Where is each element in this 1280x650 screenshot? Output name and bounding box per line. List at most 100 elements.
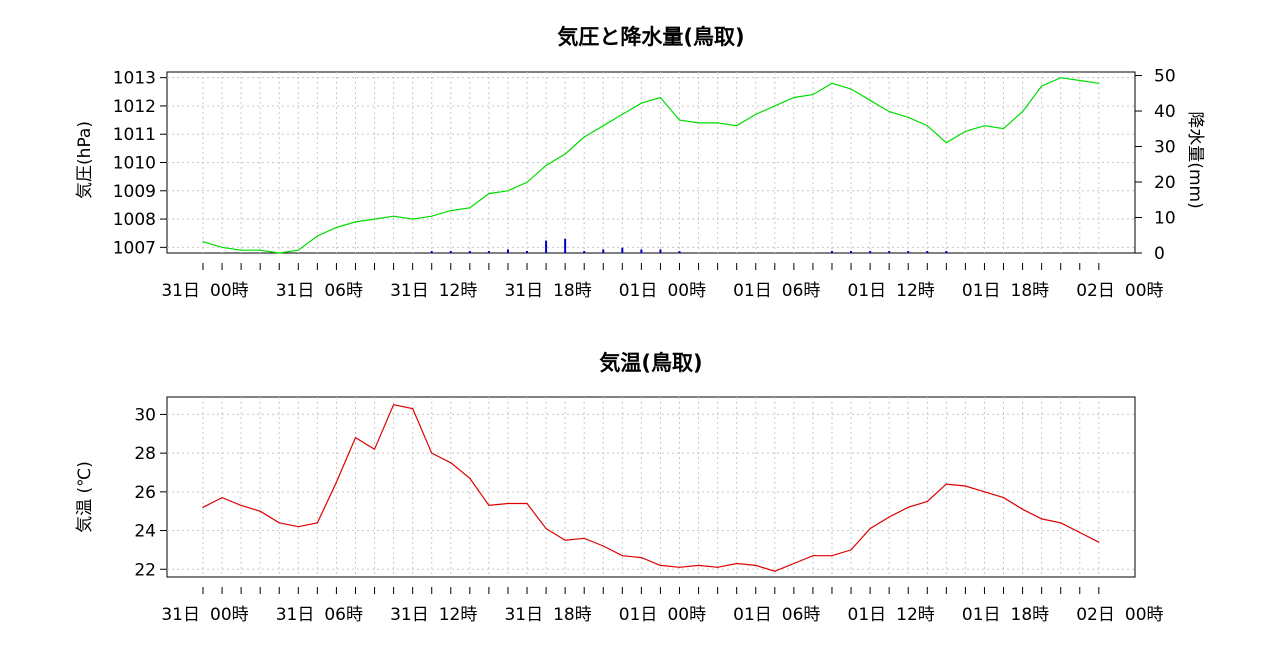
data-point bbox=[373, 218, 376, 220]
x-tick-label-day: 31日 bbox=[390, 605, 429, 625]
data-point bbox=[869, 99, 871, 101]
temperature-y-axis-label: 気温 (℃) bbox=[75, 461, 95, 533]
data-point bbox=[354, 221, 357, 223]
y-tick-label: 28 bbox=[134, 444, 156, 464]
data-point bbox=[1060, 77, 1062, 79]
data-point bbox=[1079, 531, 1081, 534]
y-tick-label: 24 bbox=[134, 522, 156, 542]
data-point bbox=[240, 504, 242, 506]
data-point bbox=[983, 491, 986, 493]
data-point bbox=[412, 408, 414, 410]
pressure-precip-plot: 1007 1008 1009 1010 1011 1012 1013 0 10 20 30 40 50 3… bbox=[113, 67, 1176, 301]
data-point bbox=[1021, 110, 1024, 113]
data-point bbox=[945, 142, 947, 144]
data-point bbox=[240, 249, 242, 251]
data-point bbox=[907, 506, 909, 508]
data-point bbox=[450, 462, 452, 464]
y-tick-label: 30 bbox=[134, 405, 156, 425]
x-tick-label-hour: 06時 bbox=[324, 281, 363, 301]
x-tick-label-day: 31日 bbox=[276, 605, 315, 625]
data-point bbox=[1060, 522, 1062, 524]
x-tick-label-hour: 00時 bbox=[667, 605, 706, 625]
x-tick-label-day: 01日 bbox=[619, 605, 658, 625]
data-point bbox=[755, 564, 757, 566]
data-point bbox=[1021, 508, 1024, 510]
data-point bbox=[202, 506, 204, 508]
x-tick-label-hour: 00時 bbox=[1125, 605, 1164, 625]
x-tick-label-hour: 12時 bbox=[896, 281, 935, 301]
data-point bbox=[278, 522, 280, 524]
y2-tick-label: 10 bbox=[1154, 209, 1176, 229]
data-point bbox=[469, 207, 471, 209]
data-point bbox=[221, 497, 223, 499]
data-point bbox=[983, 125, 986, 127]
x-tick-label-hour: 00時 bbox=[210, 281, 249, 301]
data-point bbox=[507, 502, 509, 505]
data-point bbox=[507, 190, 509, 192]
data-point bbox=[736, 562, 738, 565]
data-point bbox=[640, 102, 642, 104]
data-point bbox=[1079, 79, 1081, 82]
y-tick-label: 22 bbox=[134, 560, 156, 580]
data-point bbox=[621, 113, 623, 116]
data-point bbox=[793, 562, 795, 565]
data-point bbox=[393, 404, 395, 406]
data-point bbox=[564, 539, 566, 541]
x-tick-label-hour: 00時 bbox=[1125, 281, 1164, 301]
data-point bbox=[221, 246, 223, 248]
x-tick-label-hour: 00時 bbox=[210, 605, 249, 625]
x-tick-label-day: 01日 bbox=[619, 281, 658, 301]
data-point bbox=[717, 566, 719, 568]
data-point bbox=[488, 504, 490, 506]
temperature-chart-title: 気温(鳥取) bbox=[599, 351, 702, 375]
x-tick-label-day: 01日 bbox=[733, 281, 772, 301]
data-point bbox=[926, 500, 928, 503]
data-point bbox=[354, 437, 357, 439]
data-point bbox=[469, 477, 471, 479]
data-point bbox=[545, 528, 547, 530]
x-tick-label-day: 31日 bbox=[276, 281, 315, 301]
temperature-plot: 22 24 26 28 30 31日 00時 31日 06時 31日 12時 31日 18時 01日 00時… bbox=[134, 396, 1164, 625]
data-point bbox=[640, 557, 642, 559]
y2-tick-label: 0 bbox=[1154, 244, 1165, 264]
y-tick-label: 1012 bbox=[113, 97, 156, 117]
data-point bbox=[373, 448, 376, 450]
x-tick-label-hour: 12時 bbox=[439, 605, 478, 625]
data-point bbox=[1041, 85, 1043, 87]
data-point bbox=[431, 452, 433, 454]
data-point bbox=[850, 88, 852, 90]
x-tick-label-day: 31日 bbox=[504, 281, 543, 301]
data-point bbox=[564, 153, 566, 155]
data-point bbox=[774, 105, 776, 107]
series-line bbox=[202, 77, 1099, 254]
data-point bbox=[659, 564, 662, 566]
x-tick-label-hour: 18時 bbox=[1011, 281, 1050, 301]
x-tick-label-day: 31日 bbox=[504, 605, 543, 625]
pressure-chart-title: 気圧と降水量(鳥取) bbox=[557, 25, 744, 49]
data-point bbox=[1002, 497, 1005, 499]
data-point bbox=[831, 555, 833, 557]
data-point bbox=[259, 510, 261, 512]
x-tick-label-hour: 00時 bbox=[667, 281, 706, 301]
data-point bbox=[678, 119, 681, 121]
y-tick-label: 1010 bbox=[113, 154, 156, 174]
data-point bbox=[526, 181, 528, 183]
data-point bbox=[831, 82, 833, 84]
data-point bbox=[602, 545, 604, 547]
data-point bbox=[1041, 518, 1043, 520]
data-point bbox=[316, 235, 318, 237]
data-point bbox=[964, 130, 967, 132]
x-tick-label-day: 31日 bbox=[161, 605, 200, 625]
data-point bbox=[297, 526, 299, 528]
x-tick-label-hour: 06時 bbox=[782, 281, 821, 301]
precip-y-axis-label: 降水量(mm) bbox=[1185, 111, 1205, 208]
data-point bbox=[850, 549, 852, 551]
data-point bbox=[678, 566, 681, 568]
data-point bbox=[431, 215, 433, 217]
y-tick-label: 1011 bbox=[113, 125, 156, 145]
y2-tick-label: 20 bbox=[1154, 173, 1176, 193]
data-point bbox=[964, 485, 967, 487]
data-point bbox=[659, 96, 662, 99]
data-point bbox=[316, 522, 318, 524]
x-tick-label-hour: 06時 bbox=[782, 605, 821, 625]
